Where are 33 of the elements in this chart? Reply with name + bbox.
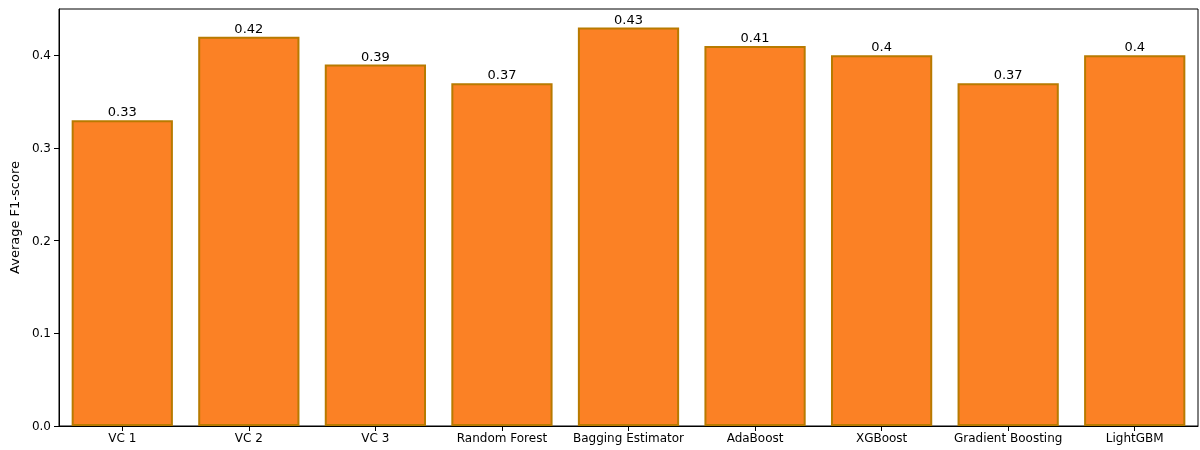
x-tick-label: AdaBoost — [726, 431, 784, 445]
x-tick-label: XGBoost — [855, 431, 908, 445]
x-tick-label: VC 3 — [361, 431, 390, 445]
bar — [324, 64, 427, 426]
bar — [704, 46, 806, 426]
bar — [198, 36, 300, 426]
data-label: 0.41 — [740, 30, 770, 46]
y-tick-label: 0.4 — [31, 48, 51, 63]
x-tick-label: LightGBM — [1105, 431, 1164, 445]
data-label: 0.4 — [1124, 39, 1146, 55]
data-label: 0.43 — [614, 11, 643, 27]
data-label: 0.42 — [234, 20, 264, 36]
y-axis-title: Average F1-score — [7, 161, 22, 274]
data-label: 0.37 — [487, 67, 517, 83]
x-tick-label: VC 1 — [108, 431, 137, 445]
y-tick-label: 0.3 — [31, 141, 51, 155]
bar — [577, 27, 680, 426]
bar — [71, 120, 173, 426]
data-label: 0.4 — [871, 39, 892, 55]
bar — [1084, 55, 1186, 426]
data-label: 0.39 — [360, 48, 390, 64]
bar — [830, 55, 933, 426]
x-tick-label: Bagging Estimator — [572, 431, 685, 445]
y-tick-label: 0.1 — [31, 326, 51, 341]
data-label: 0.33 — [107, 104, 137, 120]
bar — [957, 83, 1059, 426]
y-tick-label: 0.2 — [31, 233, 51, 248]
data-label: 0.37 — [993, 67, 1023, 83]
x-tick-label: Gradient Boosting — [953, 431, 1063, 445]
x-tick-label: VC 2 — [234, 431, 263, 445]
x-tick-label: Random Forest — [456, 431, 548, 445]
bar — [451, 83, 553, 426]
y-tick-label: 0.0 — [31, 419, 51, 433]
